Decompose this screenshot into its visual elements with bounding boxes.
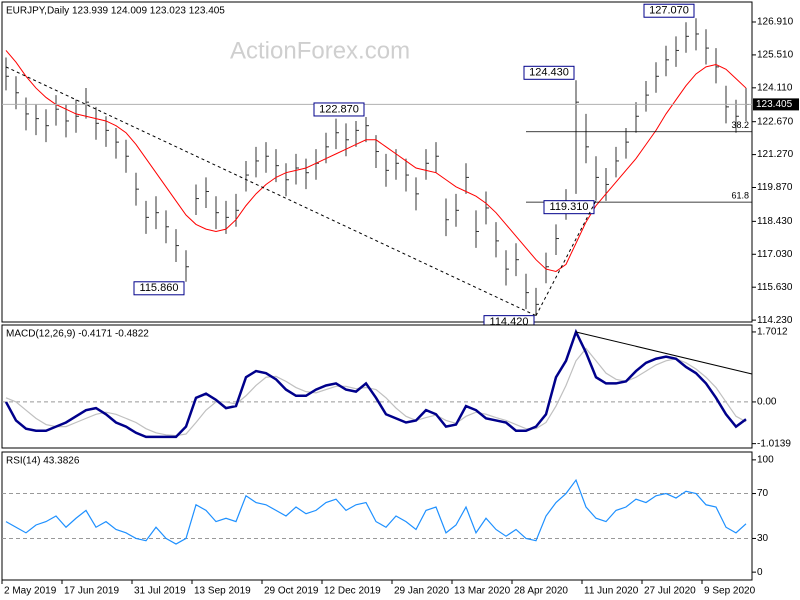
trendline: [5, 66, 537, 317]
y-tick-label: 100: [757, 455, 774, 466]
y-tick-label: 119.870: [757, 182, 793, 193]
trendline: [535, 200, 597, 316]
x-tick-label: 13 Sep 2019: [194, 586, 251, 597]
annotation-box: [643, 3, 695, 18]
annotation-label: 127.070: [649, 5, 689, 17]
annotation-box: [313, 102, 365, 117]
fib-label: 38.2: [731, 120, 749, 130]
y-tick-label: 30: [757, 533, 769, 544]
y-tick-label: 115.630: [757, 282, 793, 293]
x-tick-label: 28 Apr 2020: [514, 586, 568, 597]
series-line: [5, 478, 747, 545]
x-tick-label: 31 Jul 2019: [134, 586, 186, 597]
series-line: [5, 347, 747, 437]
x-tick-label: 9 Sep 2020: [704, 586, 756, 597]
y-tick-label: 1.7012: [757, 327, 788, 338]
last-price-badge: [753, 98, 799, 111]
y-tick-label: 118.430: [757, 216, 793, 227]
annotation-label: 119.310: [550, 201, 589, 213]
y-tick-label: 0.00: [757, 397, 777, 408]
trendline: [575, 331, 753, 375]
y-tick-label: 122.670: [757, 116, 794, 127]
annotation-label: 115.860: [140, 282, 179, 294]
annotation-label: 122.870: [319, 103, 359, 115]
watermark: ActionForex.com: [230, 37, 410, 64]
y-tick-label: 125.510: [757, 50, 794, 61]
annotation-box: [543, 200, 595, 215]
fib-label: 61.8: [731, 190, 749, 200]
moving-average: [5, 50, 747, 272]
y-tick-label: 124.110: [757, 82, 793, 93]
panel-frame: [1, 324, 753, 449]
x-tick-label: 2 May 2019: [4, 586, 57, 597]
y-tick-label: 0: [757, 567, 763, 578]
x-tick-label: 29 Jan 2020: [394, 586, 449, 597]
x-tick-label: 11 Jun 2020: [584, 586, 639, 597]
y-tick-label: -1.0139: [757, 438, 791, 449]
x-tick-label: 27 Jul 2020: [644, 586, 696, 597]
y-tick-label: 117.030: [757, 249, 793, 260]
annotation-box: [133, 281, 185, 296]
annotation-box: [523, 65, 575, 80]
y-tick-label: 114.230: [757, 315, 793, 326]
last-price-label: 123.405: [756, 99, 793, 110]
y-tick-label: 126.910: [757, 17, 794, 28]
x-tick-label: 13 Mar 2020: [454, 586, 511, 597]
annotation-label: 124.430: [529, 67, 569, 79]
panel-title: RSI(14) 43.3826: [6, 456, 80, 467]
y-tick-label: 121.270: [757, 149, 794, 160]
x-tick-label: 17 Jun 2019: [64, 586, 119, 597]
panel-frame: [1, 1, 753, 323]
y-tick-label: 70: [757, 488, 769, 499]
x-tick-label: 12 Dec 2019: [324, 586, 381, 597]
x-tick-label: 29 Oct 2019: [264, 586, 319, 597]
panel-title: MACD(12,26,9) -0.4171 -0.4822: [6, 329, 149, 340]
series-line: [4, 328, 747, 439]
panel-title: EURJPY,Daily 123.939 124.009 123.023 123…: [6, 6, 225, 17]
panel-frame: [1, 451, 753, 581]
